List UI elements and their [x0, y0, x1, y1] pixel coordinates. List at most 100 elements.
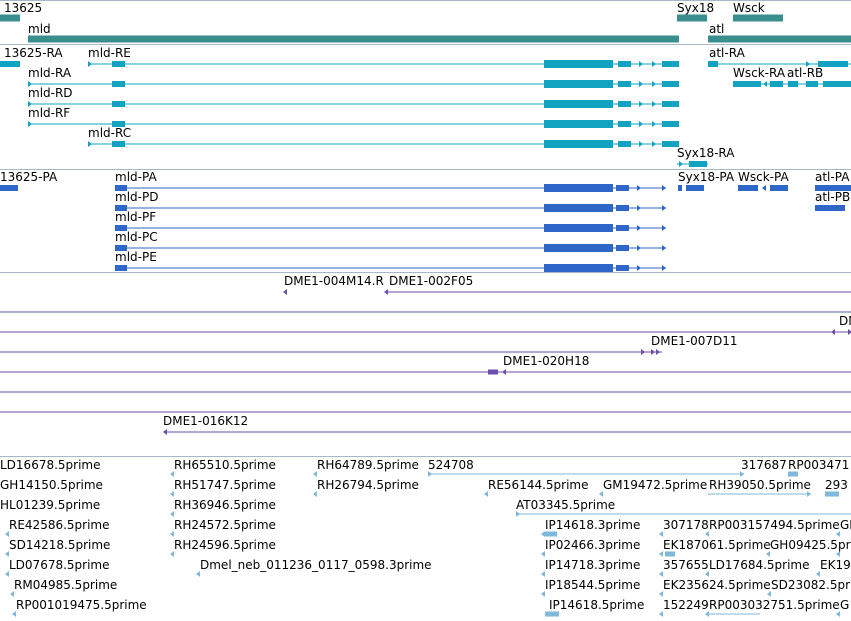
bac-end-marker[interactable] — [848, 329, 851, 335]
transcript-label[interactable]: mld-RF — [28, 106, 71, 120]
protein-block[interactable] — [115, 245, 127, 251]
gene-bar[interactable] — [677, 14, 707, 22]
est-label[interactable]: LD07678.5prime — [9, 558, 110, 572]
est-label[interactable]: GH14150.5prime — [0, 478, 103, 492]
transcript-exon[interactable] — [823, 81, 851, 87]
est-label[interactable]: IP14718.3prime — [545, 558, 641, 572]
est-label[interactable]: SD14218.5prime — [9, 538, 111, 552]
protein-block[interactable] — [738, 185, 758, 191]
transcript-exon[interactable] — [544, 60, 613, 68]
protein-direction-marker[interactable] — [637, 265, 641, 271]
gene-label[interactable]: mld — [28, 22, 51, 36]
est-feature[interactable] — [599, 491, 603, 497]
est-feature[interactable] — [12, 611, 16, 617]
est-label[interactable]: GM19472.5prime — [603, 478, 708, 492]
transcript-exon[interactable] — [618, 61, 631, 67]
est-label[interactable]: RH36946.5prime — [174, 498, 276, 512]
transcript-start-marker[interactable] — [679, 161, 683, 167]
protein-block[interactable] — [544, 244, 613, 252]
transcript-label[interactable]: mld-RA — [28, 66, 72, 80]
est-label[interactable]: EK187061.5prime — [663, 538, 771, 552]
est-feature[interactable] — [313, 491, 317, 497]
est-feature[interactable] — [659, 611, 663, 617]
transcript-start-marker[interactable] — [88, 61, 92, 67]
bac-end-marker[interactable] — [641, 349, 645, 355]
protein-label[interactable]: 13625-PA — [0, 170, 58, 184]
est-label[interactable]: RH26794.5prime — [317, 478, 419, 492]
est-label[interactable]: RE56144.5prime — [488, 478, 589, 492]
protein-label[interactable]: mld-PD — [115, 190, 159, 204]
protein-direction-marker[interactable] — [637, 245, 641, 251]
bac-label[interactable]: DME1-004M14.R — [284, 274, 384, 288]
transcript-exon[interactable] — [0, 61, 20, 67]
protein-block[interactable] — [616, 265, 629, 271]
gene-bar[interactable] — [0, 14, 20, 22]
protein-label[interactable]: Wsck-PA — [738, 170, 789, 184]
transcript-start-marker[interactable] — [28, 81, 32, 87]
bac-label[interactable]: DME1-002F05 — [389, 274, 474, 288]
est-label[interactable]: 293 — [825, 478, 848, 492]
protein-block[interactable] — [544, 204, 613, 212]
est-feature[interactable] — [836, 611, 840, 617]
gene-label[interactable]: 13625 — [4, 1, 43, 15]
est-feature[interactable] — [428, 471, 432, 477]
est-feature[interactable] — [545, 531, 557, 537]
transcript-label[interactable]: 13625-RA — [4, 46, 63, 60]
gene-label[interactable]: atl — [709, 22, 725, 36]
protein-direction-marker[interactable] — [662, 265, 666, 271]
est-feature[interactable] — [665, 551, 675, 557]
bac-label[interactable]: DME1-020H18 — [503, 354, 590, 368]
transcript-exon[interactable] — [662, 81, 679, 87]
est-feature[interactable] — [170, 551, 174, 557]
est-feature[interactable] — [10, 591, 14, 597]
protein-block[interactable] — [815, 205, 845, 211]
transcript-direction-marker[interactable] — [639, 101, 643, 107]
transcript-direction-marker[interactable] — [639, 81, 643, 87]
est-feature[interactable] — [516, 511, 520, 517]
est-label[interactable]: RH65510.5prime — [174, 458, 276, 472]
transcript-exon[interactable] — [544, 100, 613, 108]
est-feature[interactable] — [836, 551, 840, 557]
transcript-exon[interactable] — [112, 81, 125, 87]
est-feature[interactable] — [788, 471, 798, 477]
est-label[interactable]: LD16678.5prime — [0, 458, 101, 472]
est-label[interactable]: 317687 — [741, 458, 787, 472]
est-label[interactable]: RP003032751.5prime — [709, 598, 840, 612]
est-feature[interactable] — [659, 591, 663, 597]
est-label[interactable]: RE42586.5prime — [9, 518, 110, 532]
est-feature[interactable] — [659, 571, 663, 577]
est-feature[interactable] — [484, 491, 488, 497]
transcript-direction-marker[interactable] — [806, 61, 810, 67]
bac-end-marker[interactable] — [283, 289, 287, 295]
transcript-label[interactable]: atl-RB — [787, 66, 824, 80]
est-feature[interactable] — [196, 571, 200, 577]
bac-end-marker[interactable] — [502, 369, 506, 375]
gene-label[interactable]: Wsck — [733, 1, 765, 15]
est-label[interactable]: RH24572.5prime — [174, 518, 276, 532]
protein-label[interactable]: Syx18-PA — [678, 170, 735, 184]
est-feature[interactable] — [705, 571, 709, 577]
transcript-start-marker[interactable] — [28, 101, 32, 107]
est-feature[interactable] — [816, 571, 820, 577]
protein-block[interactable] — [616, 225, 629, 231]
est-label[interactable]: 152249 — [663, 598, 709, 612]
protein-block[interactable] — [115, 185, 127, 191]
transcript-exon[interactable] — [708, 61, 718, 67]
est-feature[interactable] — [545, 611, 559, 617]
bac-end-marker[interactable] — [831, 329, 835, 335]
transcript-exon[interactable] — [112, 101, 125, 107]
est-feature[interactable] — [313, 471, 317, 477]
transcript-label[interactable]: mld-RC — [88, 126, 132, 140]
transcript-direction-marker[interactable] — [652, 81, 656, 87]
est-feature[interactable] — [767, 591, 771, 597]
est-label[interactable]: IP14618.3prime — [545, 518, 641, 532]
protein-block[interactable] — [0, 185, 18, 191]
est-feature[interactable] — [5, 571, 9, 577]
est-feature[interactable] — [659, 551, 663, 557]
transcript-exon[interactable] — [770, 81, 783, 87]
est-label[interactable]: RH24596.5prime — [174, 538, 276, 552]
transcript-exon[interactable] — [662, 141, 679, 147]
est-label[interactable]: IP02466.3prime — [545, 538, 641, 552]
est-label[interactable]: IP18544.5prime — [545, 578, 641, 592]
transcript-exon[interactable] — [544, 80, 613, 88]
